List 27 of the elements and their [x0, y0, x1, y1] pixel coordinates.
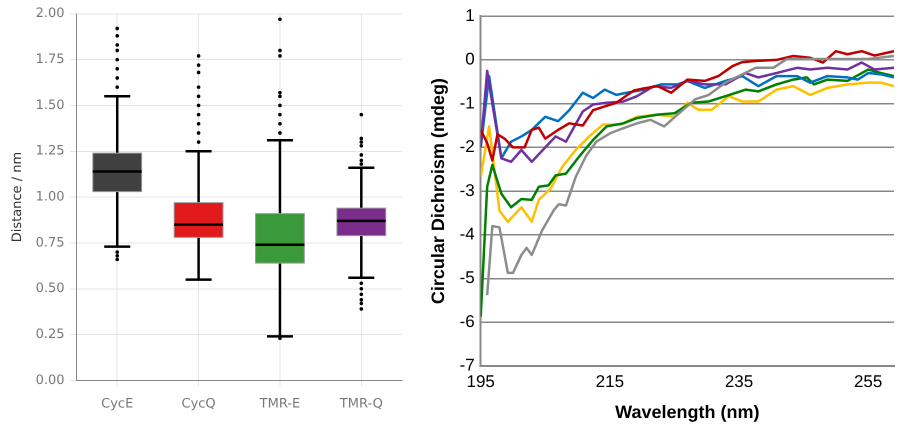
- y-tick-label: -4: [460, 224, 475, 244]
- y-tick-label: 0: [465, 50, 475, 69]
- x-tick-label: 215: [596, 372, 624, 391]
- x-tick-label: TMR-Q: [338, 396, 383, 412]
- y-tick-label: 0.50: [36, 281, 65, 296]
- y-tick-label: -2: [460, 137, 475, 156]
- y-axis-title: Circular Dichroism (mdeg): [428, 78, 448, 304]
- x-axis-title: Wavelength (nm): [615, 402, 760, 422]
- y-tick-label: 1.50: [36, 98, 65, 113]
- y-tick-label: -3: [460, 180, 475, 200]
- x-tick-label: CycQ: [182, 396, 216, 412]
- x-tick-label: 235: [724, 372, 754, 391]
- y-tick-label: -6: [460, 312, 475, 331]
- y-axis-title: Distance / nm: [10, 152, 26, 242]
- y-tick-label: 2.00: [36, 6, 65, 22]
- y-tick-label: -5: [460, 268, 475, 288]
- y-tick-label: 1.00: [36, 189, 65, 204]
- y-tick-label: 0.25: [36, 326, 65, 342]
- y-tick-label: 0.00: [36, 372, 65, 388]
- y-tick-label: 1.25: [36, 144, 65, 159]
- y-tick-label: 1: [465, 6, 475, 25]
- y-tick-label: -1: [460, 93, 475, 112]
- x-tick-label: CycE: [101, 396, 134, 412]
- y-tick-label: 1.75: [36, 52, 65, 67]
- x-tick-label: TMR-E: [258, 396, 300, 412]
- x-tick-label: 255: [854, 372, 882, 391]
- y-tick-label: 0.75: [36, 235, 65, 250]
